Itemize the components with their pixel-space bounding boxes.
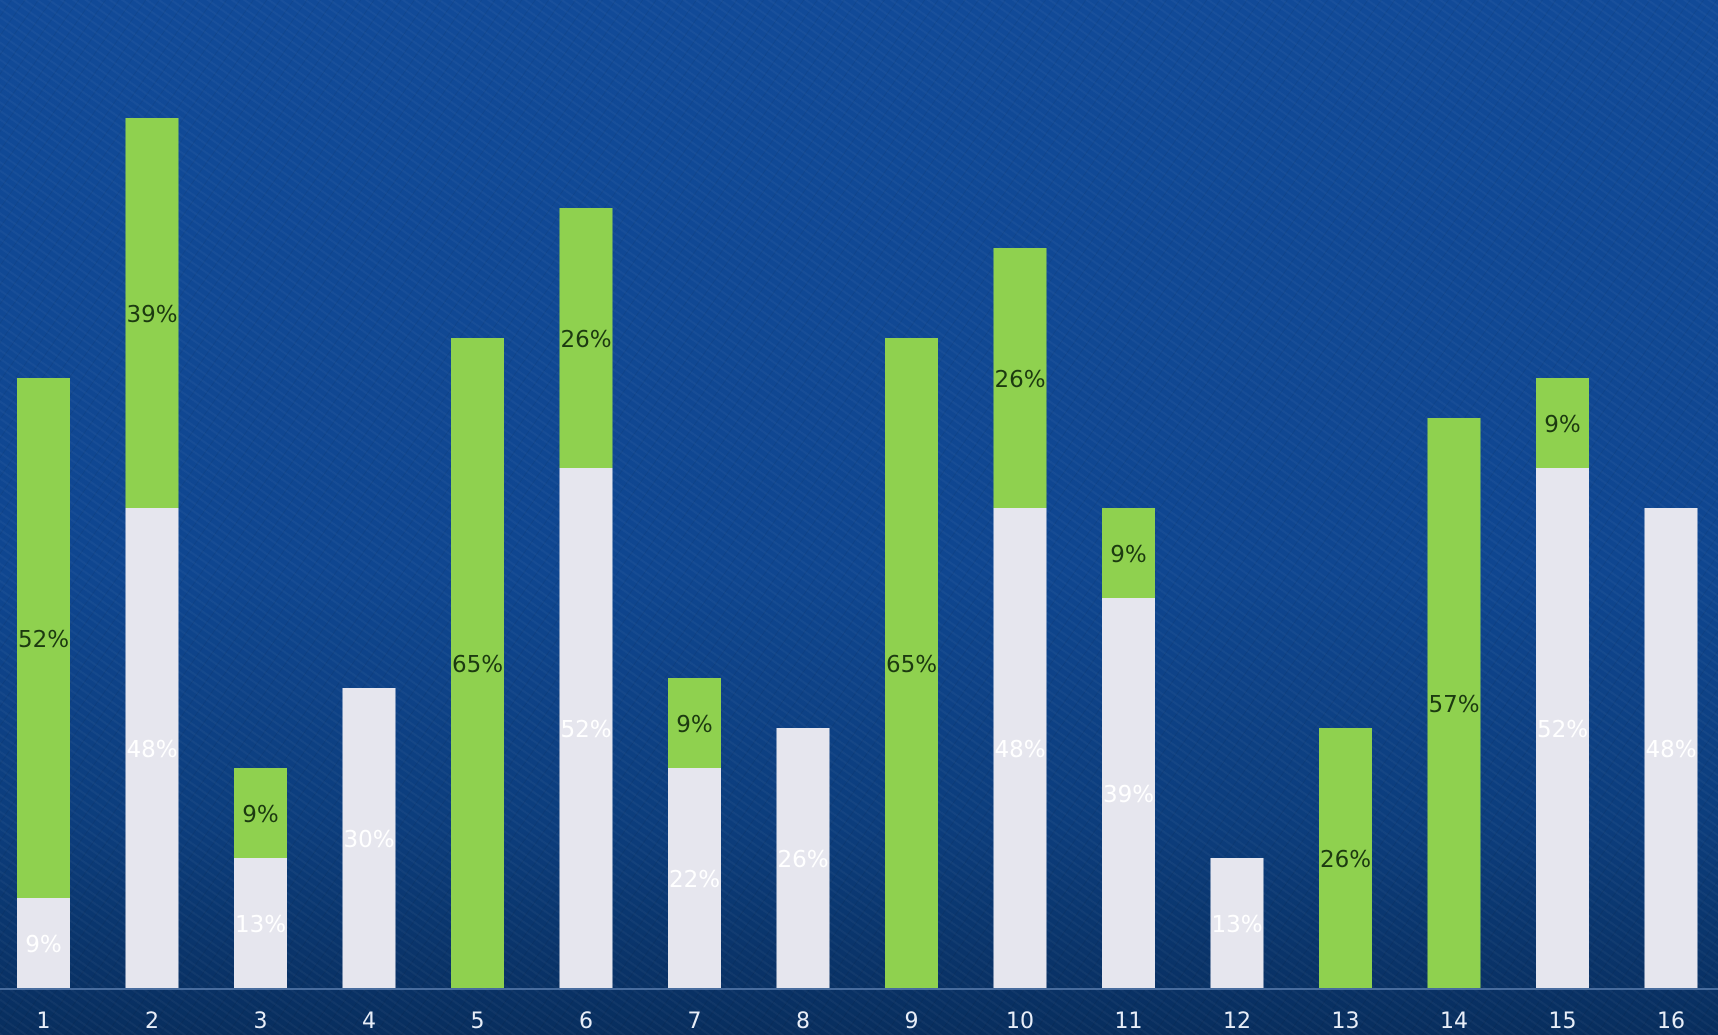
data-label: 52% (560, 717, 611, 743)
bar-segment-green-15 (1536, 378, 1589, 468)
x-tick-label: 6 (579, 1009, 593, 1034)
x-tick-label: 4 (362, 1009, 376, 1034)
bar-segment-white-7 (668, 768, 721, 988)
x-tick-label: 13 (1332, 1009, 1360, 1034)
data-label: 39% (1103, 782, 1154, 808)
data-label: 26% (777, 847, 828, 873)
data-label: 9% (1544, 412, 1581, 438)
data-label: 26% (1320, 847, 1371, 873)
data-label: 52% (1537, 717, 1588, 743)
bar-segment-green-1 (17, 378, 70, 898)
bar-segment-white-2 (125, 508, 179, 988)
data-label: 65% (452, 652, 503, 678)
bar-segment-white-10 (993, 508, 1047, 988)
x-tick-label: 12 (1223, 1009, 1251, 1034)
data-label: 9% (676, 712, 713, 738)
x-tick-label: 10 (1006, 1009, 1034, 1034)
data-label: 52% (18, 627, 69, 653)
data-label: 9% (25, 932, 62, 958)
bar-segment-green-11 (1102, 508, 1155, 598)
data-label: 9% (242, 802, 279, 828)
bar-segment-white-6 (559, 468, 613, 988)
bar-segment-white-11 (1102, 598, 1155, 988)
bar-segment-green-14 (1427, 418, 1481, 988)
data-label: 30% (343, 827, 394, 853)
x-tick-label: 14 (1440, 1009, 1468, 1034)
bar-segment-green-13 (1319, 728, 1372, 988)
x-tick-label: 1 (37, 1009, 51, 1034)
x-tick-label: 11 (1115, 1009, 1143, 1034)
x-tick-label: 15 (1549, 1009, 1577, 1034)
bar-segment-white-15 (1536, 468, 1589, 988)
x-tick-label: 8 (796, 1009, 810, 1034)
data-label: 48% (1645, 737, 1696, 763)
bar-segment-green-6 (559, 208, 613, 468)
x-tick-label: 16 (1657, 1009, 1685, 1034)
x-tick-label: 5 (471, 1009, 485, 1034)
x-tick-label: 2 (145, 1009, 159, 1034)
bar-segment-green-2 (125, 118, 179, 508)
x-tick-label: 3 (254, 1009, 268, 1034)
data-label: 57% (1428, 692, 1479, 718)
data-label: 13% (235, 912, 286, 938)
data-label: 48% (994, 737, 1045, 763)
bar-segment-green-3 (234, 768, 287, 858)
data-label: 48% (126, 737, 177, 763)
x-tick-label: 9 (905, 1009, 919, 1034)
data-label: 22% (669, 867, 720, 893)
data-label: 65% (886, 652, 937, 678)
bar-segment-white-1 (17, 898, 70, 988)
bar-segment-green-7 (668, 678, 721, 768)
bar-segment-white-8 (776, 728, 830, 988)
data-label: 26% (560, 327, 611, 353)
data-label: 9% (1110, 542, 1147, 568)
x-tick-label: 7 (688, 1009, 702, 1034)
bar-segment-green-9 (885, 338, 938, 988)
data-label: 13% (1211, 912, 1262, 938)
bar-segment-white-4 (342, 688, 396, 988)
bar-segment-white-3 (234, 858, 287, 988)
bar-segment-green-10 (993, 248, 1047, 508)
bar-segment-green-5 (451, 338, 504, 988)
data-label: 26% (994, 367, 1045, 393)
data-label: 39% (126, 302, 177, 328)
bar-segment-white-16 (1644, 508, 1698, 988)
bar-segment-white-12 (1210, 858, 1264, 988)
